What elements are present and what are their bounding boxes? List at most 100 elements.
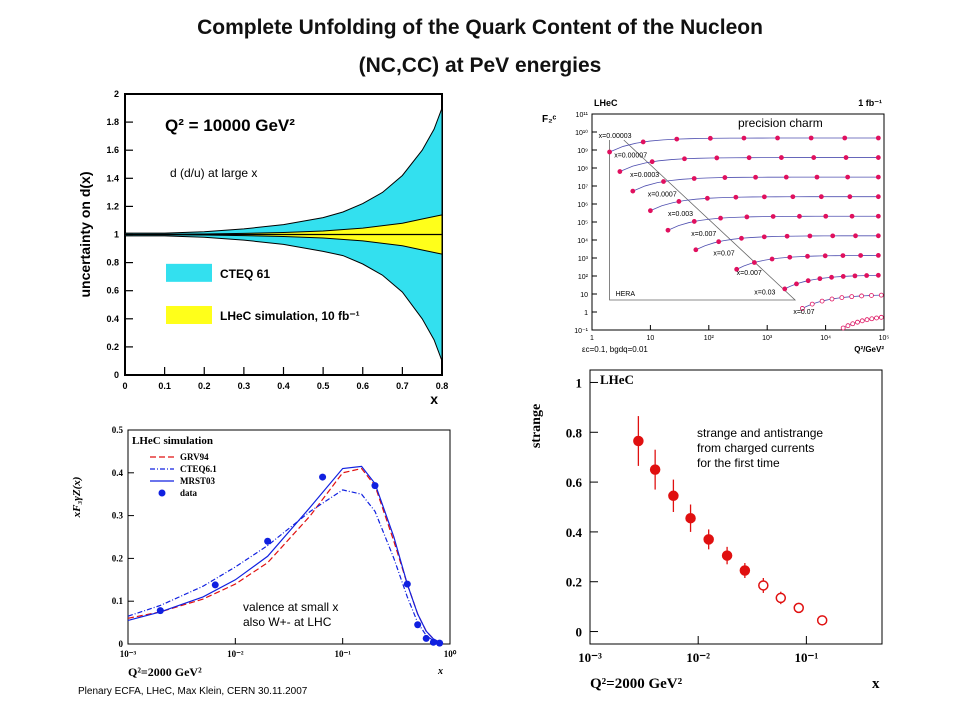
charm-point (829, 296, 835, 302)
charm-point (691, 219, 697, 224)
y-tick-label: 0.3 (112, 511, 124, 521)
charm-point (839, 295, 845, 301)
charm-header-left: LHeC (594, 98, 618, 108)
charm-point (855, 319, 860, 325)
xf3-data-point (319, 473, 327, 481)
x-tick-label: 10⁻³ (578, 650, 602, 665)
charm-point (819, 298, 825, 304)
xf3-x-label: x (437, 666, 443, 677)
strange-point (649, 464, 661, 475)
strange-point (816, 615, 828, 626)
x-tick-label: 10³ (762, 335, 773, 342)
charm-point (647, 208, 653, 214)
charm-point (875, 174, 881, 180)
footer-credit: Plenary ECFA, LHeC, Max Klein, CERN 30.1… (78, 686, 308, 697)
xf3-curve-mrst03 (127, 465, 440, 643)
page-title-line2: (NC,CC) at PeV energies (358, 54, 602, 77)
y-tick-label: 1.8 (106, 117, 119, 127)
x-tick-label: 10⁵ (879, 335, 890, 342)
y-tick-label: 0 (114, 370, 119, 380)
charm-point (769, 256, 775, 262)
charm-point (849, 294, 855, 300)
hera-region (609, 139, 797, 301)
inset-title: Q² = 10000 GeV² (165, 116, 295, 135)
page-title-line1: Complete Unfolding of the Quark Content … (197, 16, 763, 39)
charm-point (878, 314, 884, 320)
charm-point (847, 194, 853, 200)
charm-footnote: εc=0.1, bgdq=0.01 (582, 345, 648, 354)
charm-point (842, 135, 848, 141)
legend-label: CTEQ 61 (220, 267, 270, 281)
y-tick-label: 0 (576, 625, 583, 640)
x-tick-label: 10⁻¹ (794, 650, 818, 665)
charm-point (676, 199, 682, 204)
charm-series-label: x=0.00003 (599, 133, 632, 140)
strange-point (703, 534, 714, 545)
charm-series-label: x=0.0007 (648, 192, 677, 199)
charm-point (782, 286, 788, 292)
xf3-header: LHeC simulation (132, 435, 213, 447)
charm-point (845, 174, 851, 180)
plot-frame (591, 113, 885, 331)
charm-point (714, 155, 720, 161)
charm-point (797, 213, 802, 219)
x-tick-label: 10⁻² (227, 649, 244, 659)
charm-series-label: x=0.0003 (630, 172, 659, 179)
charm-point (852, 273, 858, 279)
charm-point (807, 233, 813, 239)
charm-point (874, 315, 879, 321)
charm-point (875, 272, 881, 278)
charm-point (830, 233, 836, 239)
charm-point (734, 266, 740, 272)
charm-point (840, 274, 846, 279)
charm-point (808, 135, 814, 141)
charm-point (607, 149, 612, 155)
charm-series-label: x=0.03 (754, 289, 775, 296)
y-tick-label: 0.8 (106, 258, 119, 268)
charm-series-label: x=0.07 (793, 309, 814, 316)
charm-point (761, 194, 767, 200)
charm-point (869, 293, 874, 298)
y-tick-label: 1 (576, 375, 583, 390)
charm-series-label: x=0.003 (668, 211, 693, 218)
charm-point (718, 215, 723, 221)
legend-label: MRST03 (180, 476, 216, 486)
x-tick-label: 10⁴ (820, 335, 831, 342)
charm-point (859, 318, 865, 324)
x-tick-label: 10⁻³ (120, 649, 137, 659)
y-tick-label: 1 (584, 310, 588, 317)
x-tick-label: 0.1 (158, 381, 171, 391)
strange-q2-label: Q²=2000 GeV² (590, 676, 683, 692)
y-tick-label: 10⁷ (578, 184, 589, 191)
x-tick-label: 10⁻² (686, 650, 710, 665)
charm-series-label: x=0.007 (691, 231, 716, 238)
strange-line3: for the first time (697, 456, 780, 470)
strange-point (668, 490, 679, 502)
charm-point (875, 253, 881, 258)
legend-label: LHeC simulation, 10 fb⁻¹ (220, 309, 360, 323)
y-tick-label: 0.6 (566, 475, 583, 490)
plot-frame (127, 429, 451, 645)
strange-point (758, 580, 769, 591)
charm-point (878, 292, 884, 298)
y-tick-label: 10 (580, 292, 588, 299)
charm-point (722, 175, 728, 180)
charm-point (853, 233, 858, 239)
charm-point (617, 169, 623, 174)
charm-point (875, 135, 881, 141)
y-tick-label: 10⁵ (577, 220, 588, 227)
strange-point (721, 550, 733, 561)
strange-header: LHeC (600, 372, 634, 387)
xf3-data-point (414, 621, 422, 629)
y-tick-label: 10³ (578, 256, 589, 263)
charm-point (859, 293, 864, 299)
y-tick-label: 10⁶ (577, 202, 588, 209)
charm-point (787, 254, 793, 260)
charm-point (707, 135, 713, 141)
y-tick-label: 10¹⁰ (575, 129, 588, 137)
strange-point (739, 565, 751, 576)
charm-series-label: x=0.07 (713, 250, 734, 257)
charm-point (864, 317, 870, 323)
charm-point (811, 155, 817, 160)
strange-annotation: strange and antistrange from charged cur… (697, 426, 823, 471)
